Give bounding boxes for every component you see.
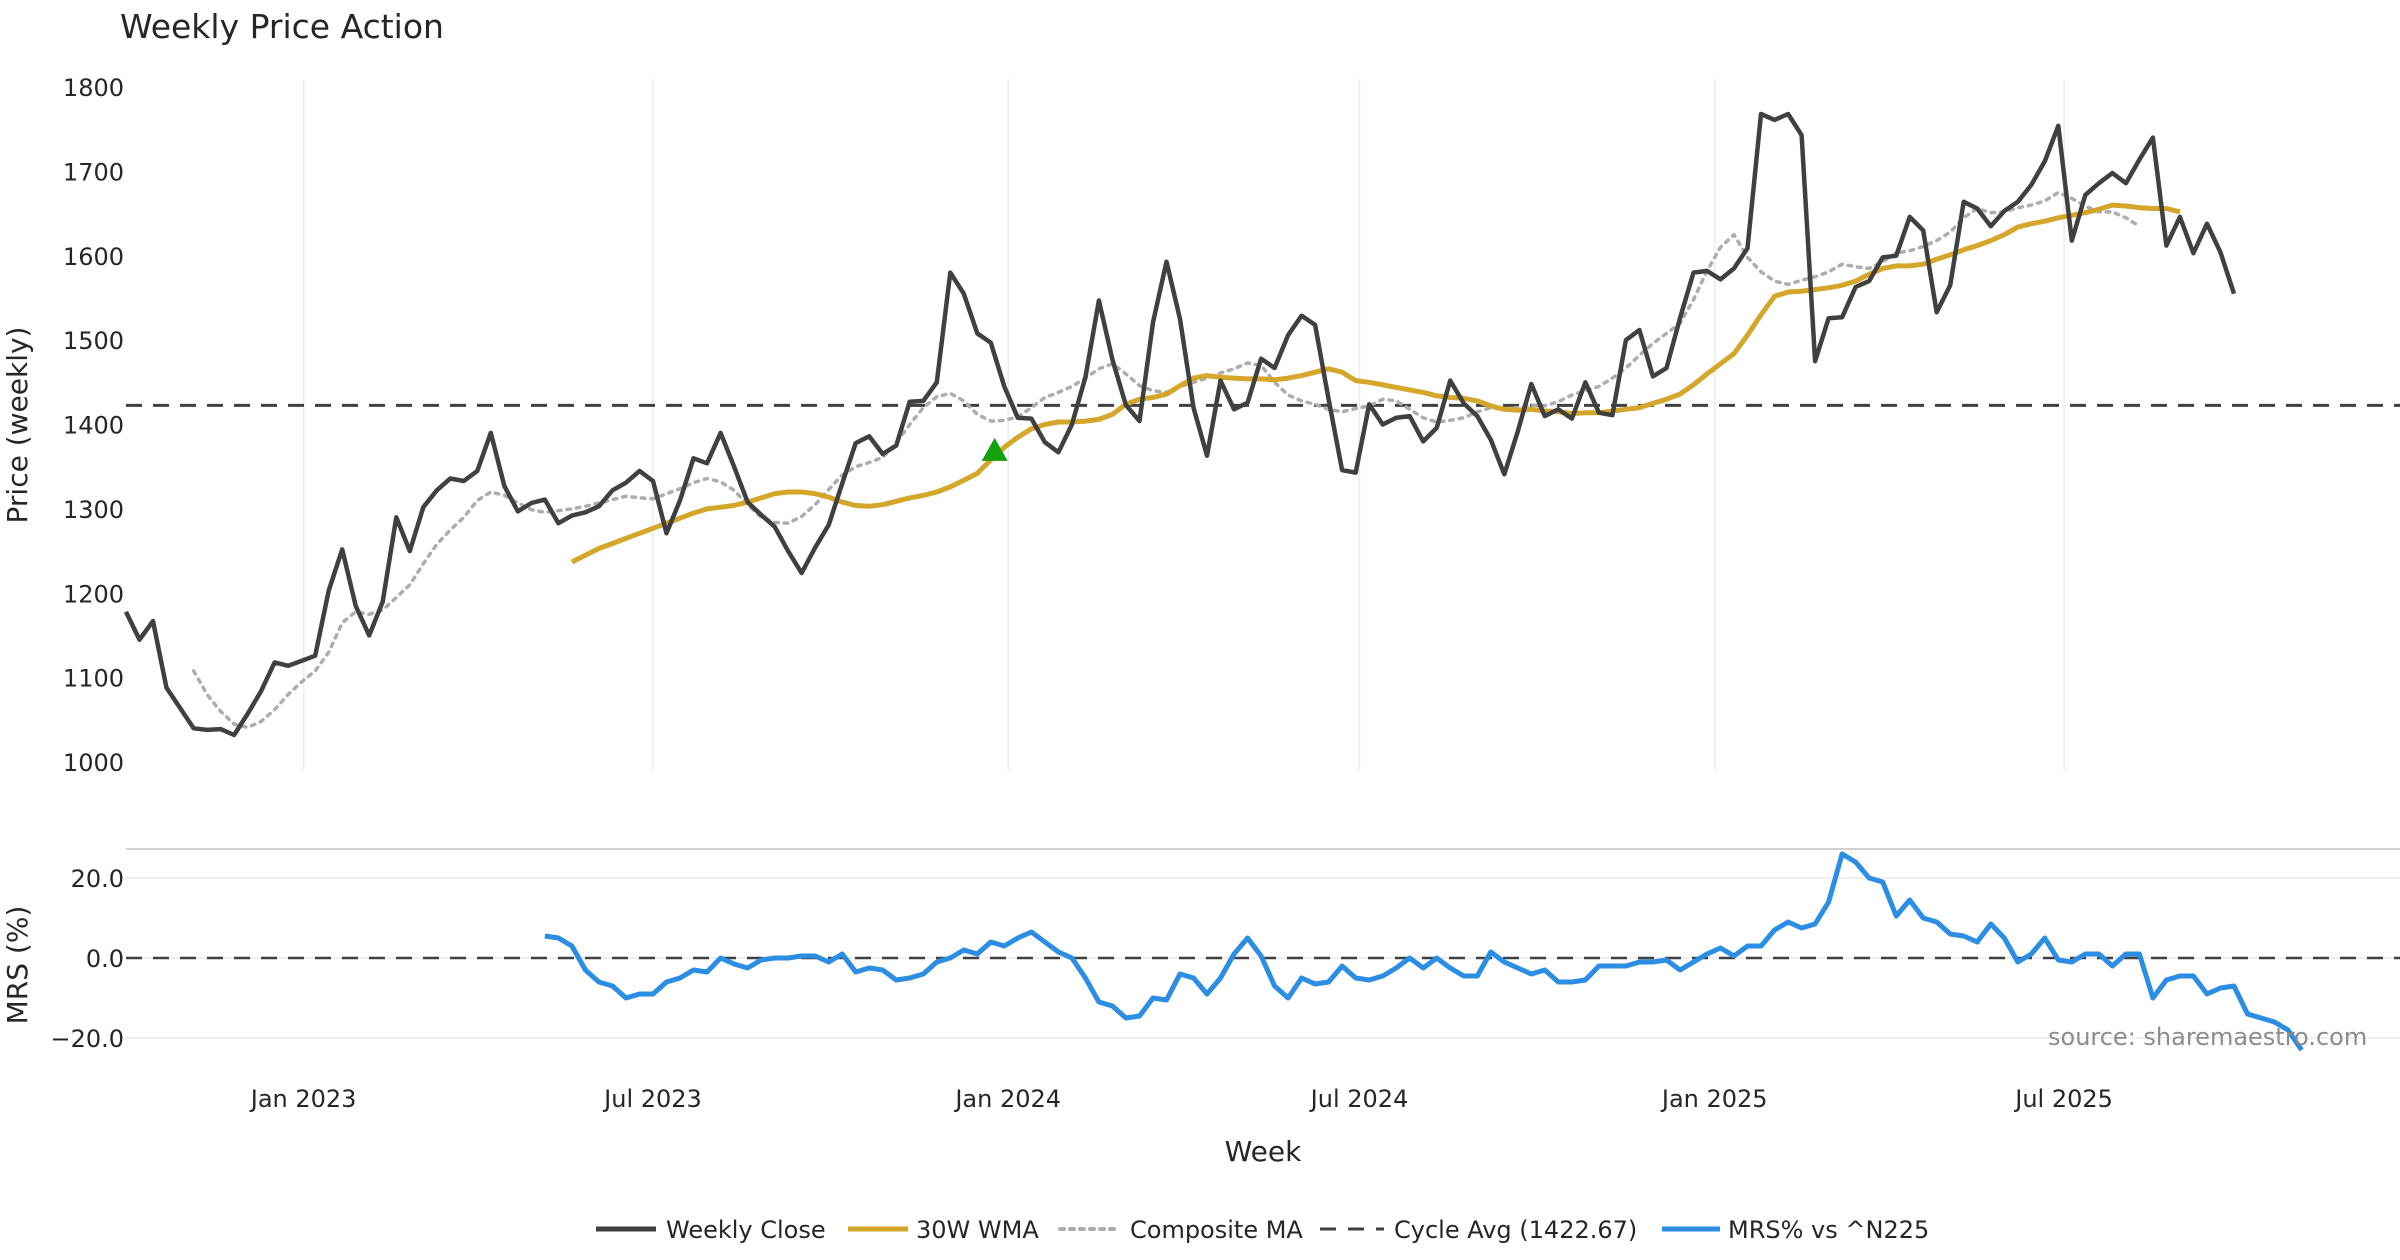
price-grid [302, 79, 2065, 770]
price-y-tick-4: 1400 [63, 412, 124, 440]
price-y-ticks: 1000 1100 1200 1300 1400 1500 1600 1700 1800 [63, 74, 124, 777]
series-mrs-vs-n225-line [544, 851, 2304, 1052]
series-30w-wma-line [570, 202, 2181, 565]
legend-label-weekly-close: Weekly Close [666, 1216, 826, 1244]
price-y-tick-1: 1100 [63, 665, 124, 693]
mrs-panel: 20.0 0.0 −20.0 MRS (%) source: sharemaestr… [1, 851, 2400, 1053]
x-tick-label-3: Jul 2024 [1309, 1085, 1409, 1113]
legend-item-weekly-close: Weekly Close [596, 1216, 826, 1244]
mrs-y-ticks: 20.0 0.0 −20.0 [50, 865, 124, 1053]
mrs-y-axis-label: MRS (%) [1, 906, 34, 1025]
series-composite-ma-line [191, 190, 2142, 730]
legend-label-mrs: MRS% vs ^N225 [1728, 1216, 1929, 1244]
legend-item-composite-ma: Composite MA [1058, 1216, 1303, 1244]
x-tick-label-4: Jan 2025 [1660, 1085, 1768, 1113]
x-tick-label-1: Jul 2023 [602, 1085, 702, 1113]
x-axis-ticks: Jan 2023 Jul 2023 Jan 2024 Jul 2024 Jan 2025… [249, 1085, 2113, 1113]
price-y-tick-2: 1200 [63, 580, 124, 608]
price-y-axis-label: Price (weekly) [1, 327, 34, 524]
price-series [123, 111, 2237, 738]
x-tick-label-5: Jul 2025 [2013, 1085, 2113, 1113]
price-y-tick-0: 1000 [63, 749, 124, 777]
price-y-tick-6: 1600 [63, 243, 124, 271]
x-tick-label-0: Jan 2023 [249, 1085, 357, 1113]
price-y-tick-8: 1800 [63, 74, 124, 102]
x-tick-label-2: Jan 2024 [953, 1085, 1061, 1113]
legend-label-composite-ma: Composite MA [1130, 1216, 1303, 1244]
legend-item-mrs: MRS% vs ^N225 [1662, 1216, 1929, 1244]
mrs-y-tick-2: −20.0 [50, 1025, 124, 1053]
mrs-y-tick-1: 0.0 [86, 945, 124, 973]
series-weekly-close-line [123, 111, 2237, 738]
legend-item-30w-wma: 30W WMA [848, 1216, 1039, 1244]
chart-title: Weekly Price Action [120, 7, 444, 46]
price-panel: 1000 1100 1200 1300 1400 1500 1600 1700 1800 Pri… [1, 74, 2400, 777]
x-axis-label: Week [1225, 1135, 1302, 1168]
price-y-tick-3: 1300 [63, 496, 124, 524]
price-y-tick-5: 1500 [63, 327, 124, 355]
legend: Weekly Close 30W WMA Composite MA Cycle … [596, 1216, 1929, 1244]
price-y-tick-7: 1700 [63, 158, 124, 186]
legend-item-cycle-avg: Cycle Avg (1422.67) [1320, 1216, 1637, 1244]
legend-label-30w-wma: 30W WMA [916, 1216, 1039, 1244]
buy-signal-triangle [981, 437, 1008, 461]
mrs-y-tick-0: 20.0 [71, 865, 124, 893]
source-watermark: source: sharemaestro.com [2048, 1023, 2367, 1051]
legend-label-cycle-avg: Cycle Avg (1422.67) [1394, 1216, 1637, 1244]
mrs-series [544, 851, 2304, 1052]
